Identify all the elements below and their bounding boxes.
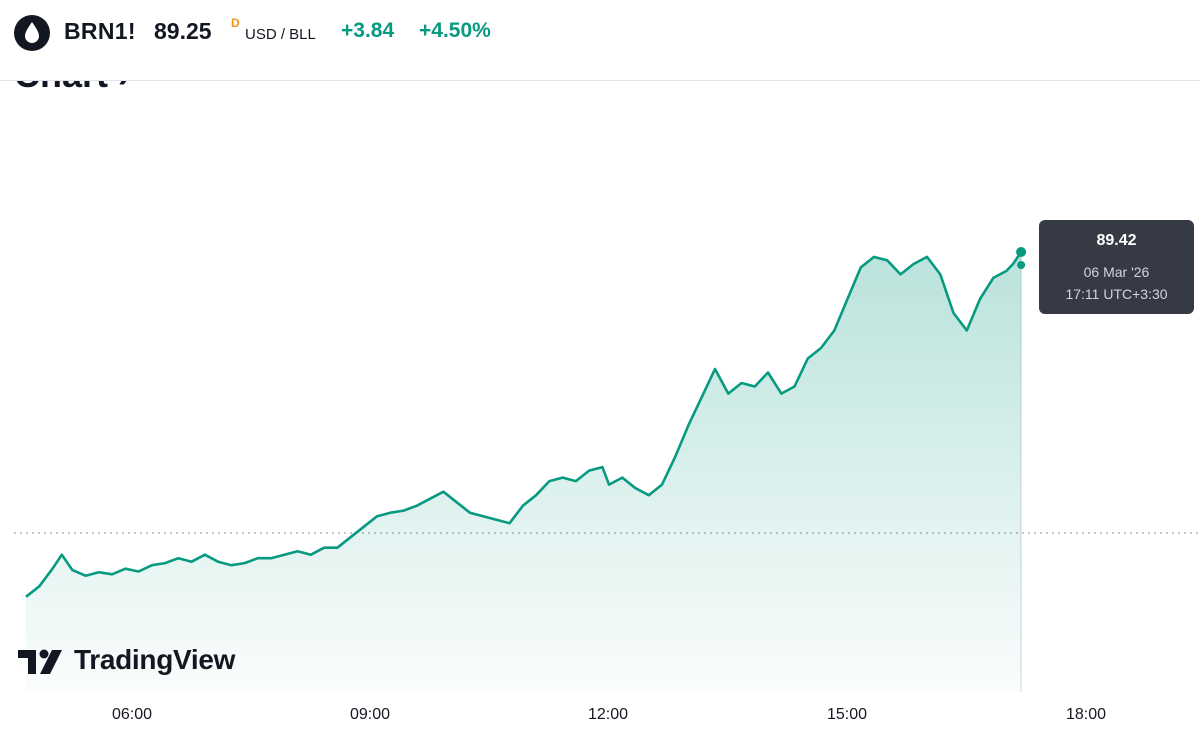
- tooltip-time: 17:11 UTC+3:30: [1065, 286, 1168, 302]
- price-currency: USD / BLL: [245, 26, 316, 43]
- x-tick-label: 09:00: [349, 706, 391, 723]
- x-tick-label: 18:00: [1065, 706, 1107, 723]
- ticker-symbol[interactable]: BRN1!: [64, 18, 136, 44]
- x-tick-label: 06:00: [111, 706, 153, 723]
- oil-drop-icon[interactable]: [14, 15, 50, 51]
- x-tick-label: 12:00: [587, 706, 629, 723]
- price-line-series: [25, 251, 1023, 598]
- tradingview-logo-text[interactable]: TradingView: [74, 644, 236, 675]
- hover-point-marker: [1017, 261, 1026, 269]
- last-price-point: [1016, 247, 1027, 257]
- price-tooltip: 89.42 06 Mar '26 17:11 UTC+3:30: [1039, 220, 1194, 314]
- price-area-fill: [26, 252, 1022, 692]
- tradingview-logo-icon[interactable]: [16, 644, 72, 680]
- price-change: +3.84: [341, 19, 395, 42]
- symbol-header: BRN1! 89.25 D USD / BLL +3.84 +4.50%: [0, 0, 1200, 81]
- tooltip-date: 06 Mar '26: [1083, 264, 1150, 280]
- delayed-data-badge[interactable]: D: [231, 16, 240, 30]
- tooltip-price: 89.42: [1096, 232, 1137, 249]
- last-price: 89.25: [154, 18, 212, 44]
- x-tick-label: 15:00: [826, 706, 868, 723]
- price-change-percent: +4.50%: [419, 19, 491, 42]
